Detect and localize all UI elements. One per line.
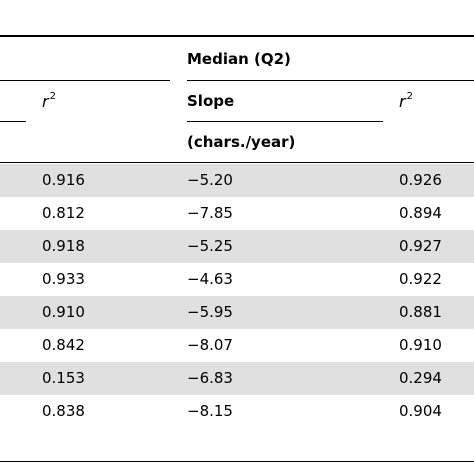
r2-left-rule: [0, 121, 26, 122]
table-row: 0.910 −5.95 0.881: [0, 296, 474, 329]
r2-header-left-letter: r: [42, 92, 49, 111]
r2-cell-b: 0.922: [399, 270, 442, 288]
header-bottom-rule: [0, 162, 474, 163]
r2-cell-b: 0.910: [399, 336, 442, 354]
r2-cell-a: 0.838: [42, 402, 85, 420]
group-left-rule: [0, 80, 170, 81]
slope-header: Slope: [187, 92, 235, 110]
slope-cell: −5.20: [187, 171, 233, 189]
r2-cell-b: 0.904: [399, 402, 442, 420]
r2-cell-a: 0.918: [42, 237, 85, 255]
table-row: 0.916 −5.20 0.926: [0, 164, 474, 197]
r2-cell-a: 0.933: [42, 270, 85, 288]
table-row: 0.842 −8.07 0.910: [0, 329, 474, 362]
table-row: 0.153 −6.83 0.294: [0, 362, 474, 395]
r2-header-left-exp: 2: [49, 90, 56, 102]
r2-header-right-exp: 2: [406, 90, 413, 102]
r2-cell-b: 0.294: [399, 369, 442, 387]
slope-cell: −4.63: [187, 270, 233, 288]
group-right-rule: [187, 80, 474, 81]
r2-cell-b: 0.894: [399, 204, 442, 222]
r2-header-right: r2: [399, 90, 413, 111]
r2-cell-a: 0.812: [42, 204, 85, 222]
slope-cell: −6.83: [187, 369, 233, 387]
slope-cell: −7.85: [187, 204, 233, 222]
slope-cell: −8.07: [187, 336, 233, 354]
r2-cell-a: 0.916: [42, 171, 85, 189]
slope-units: (chars./year): [187, 133, 296, 151]
r2-cell-a: 0.910: [42, 303, 85, 321]
top-rule: [0, 35, 474, 37]
r2-cell-b: 0.926: [399, 171, 442, 189]
slope-cell: −5.25: [187, 237, 233, 255]
table-row: 0.812 −7.85 0.894: [0, 197, 474, 230]
r2-header-left: r2: [42, 90, 56, 111]
slope-cell: −5.95: [187, 303, 233, 321]
r2-cell-a: 0.842: [42, 336, 85, 354]
table-row: 0.918 −5.25 0.927: [0, 230, 474, 263]
bottom-rule: [0, 461, 474, 462]
r2-cell-a: 0.153: [42, 369, 85, 387]
r2-cell-b: 0.881: [399, 303, 442, 321]
median-group-header: Median (Q2): [187, 50, 291, 68]
table-row: 0.933 −4.63 0.922: [0, 263, 474, 296]
r2-header-right-letter: r: [399, 92, 406, 111]
table-row: 0.838 −8.15 0.904: [0, 395, 474, 428]
slope-cell: −8.15: [187, 402, 233, 420]
r2-cell-b: 0.927: [399, 237, 442, 255]
slope-rule: [187, 121, 383, 122]
